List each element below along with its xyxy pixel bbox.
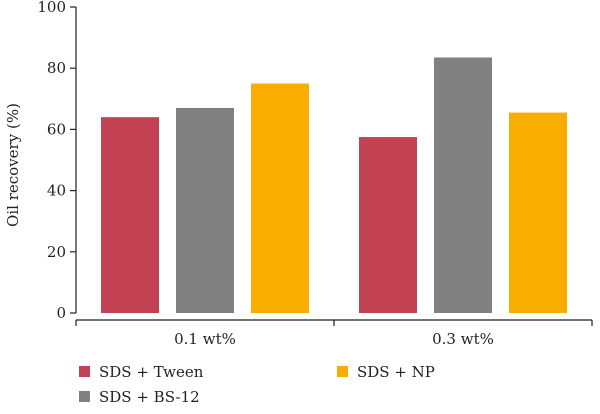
y-tick-label: 80 (47, 59, 66, 77)
y-tick-label: 60 (47, 120, 66, 138)
y-axis-title: Oil recovery (%) (4, 103, 22, 227)
x-tick-label: 0.3 wt% (432, 330, 494, 348)
bar (434, 57, 492, 313)
bar (509, 112, 567, 313)
legend-label: SDS + Tween (99, 363, 204, 381)
y-axis: 0 20 40 60 80 100 (37, 0, 77, 322)
bar (359, 137, 417, 313)
legend-swatch (337, 366, 348, 377)
y-tick-label: 40 (47, 182, 66, 200)
legend-swatch (79, 391, 90, 402)
legend: SDS + Tween SDS + BS-12 SDS + NP (79, 363, 435, 406)
bar (251, 83, 309, 313)
y-tick-label: 100 (37, 0, 66, 16)
y-tick-label: 20 (47, 243, 66, 261)
legend-label: SDS + BS-12 (99, 388, 200, 406)
x-tick-label: 0.1 wt% (174, 330, 236, 348)
legend-label: SDS + NP (357, 363, 435, 381)
x-axis: 0.1 wt% 0.3 wt% (75, 319, 593, 348)
legend-swatch (79, 366, 90, 377)
y-tick-label: 0 (56, 304, 66, 322)
bar (101, 117, 159, 313)
bar (176, 107, 234, 313)
bars-group (101, 57, 567, 313)
